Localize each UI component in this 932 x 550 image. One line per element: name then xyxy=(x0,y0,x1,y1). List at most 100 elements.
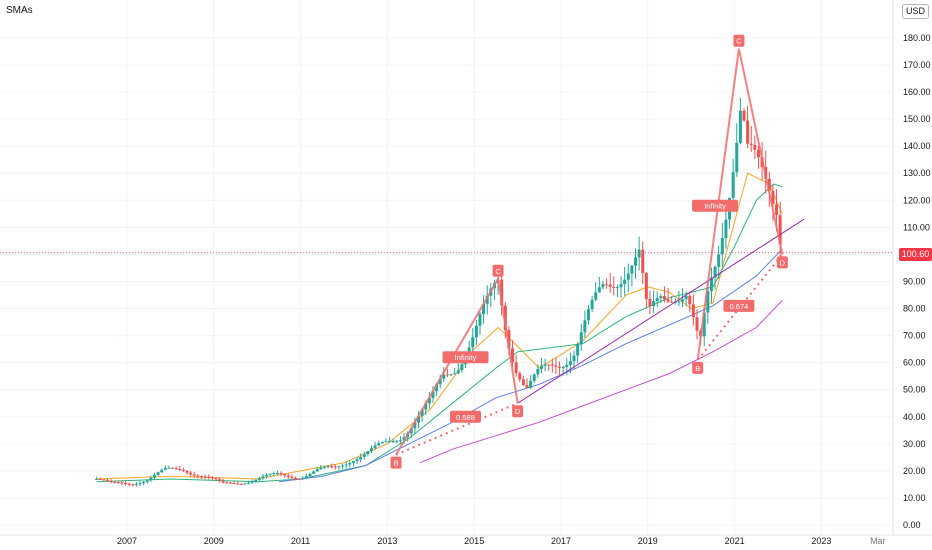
candle-body xyxy=(456,370,460,374)
candle-body xyxy=(315,469,319,472)
y-tick-label: 150.00 xyxy=(903,114,931,124)
candle-body xyxy=(272,473,276,475)
candle-body xyxy=(279,473,283,475)
y-tick-label: 110.00 xyxy=(903,222,930,232)
candle-body xyxy=(438,378,442,385)
candle-body xyxy=(529,380,533,388)
candle-body xyxy=(189,472,193,475)
candle-body xyxy=(109,481,113,483)
candle-body xyxy=(174,468,178,470)
currency-button[interactable]: USD xyxy=(902,4,930,19)
candle-body xyxy=(579,332,583,345)
sma-line-mid xyxy=(96,183,783,483)
candle-body xyxy=(514,362,518,374)
candle-body xyxy=(460,364,464,371)
candle-body xyxy=(344,464,348,466)
candle-body xyxy=(156,472,160,475)
candle-body xyxy=(228,482,232,484)
candle-body xyxy=(702,312,706,337)
candle-body xyxy=(767,178,771,192)
candle-body xyxy=(717,254,721,267)
candle-body xyxy=(482,303,486,315)
candle-body xyxy=(207,476,211,478)
candle-body xyxy=(348,463,352,465)
candle-body xyxy=(756,149,760,158)
candle-body xyxy=(742,110,746,121)
price-axis[interactable]: 0.00 10.00 20.00 30.00 40.00 50.00 60.00 70.00 8… xyxy=(903,33,931,530)
y-tick-label: 70.00 xyxy=(903,331,926,341)
candle-body xyxy=(644,272,648,299)
candle-body xyxy=(116,481,120,483)
candle-body xyxy=(572,355,576,362)
candle-body xyxy=(554,365,558,367)
candle-body xyxy=(630,265,634,274)
candle-body xyxy=(192,474,196,476)
grid-lines xyxy=(0,0,893,535)
candle-body xyxy=(507,330,511,349)
candle-body xyxy=(120,482,124,484)
candle-body xyxy=(605,284,609,286)
candle-body xyxy=(688,295,692,305)
candle-body xyxy=(442,374,446,379)
candle-body xyxy=(333,466,337,468)
candle-body xyxy=(232,483,236,485)
candle-body xyxy=(145,480,149,482)
candle-body xyxy=(160,469,164,473)
candle-body xyxy=(243,483,247,485)
candle-body xyxy=(641,249,645,273)
candle-body xyxy=(500,279,504,306)
candle-body xyxy=(608,284,612,287)
candle-body xyxy=(409,428,413,434)
candle-body xyxy=(420,409,424,417)
candle-body xyxy=(283,473,287,476)
candle-body xyxy=(268,473,272,475)
y-tick-label: 10.00 xyxy=(903,493,926,503)
candle-body xyxy=(746,120,750,144)
candle-body xyxy=(369,448,373,452)
candle-body xyxy=(619,283,623,288)
candle-body xyxy=(435,384,439,392)
time-axis[interactable]: 2007 2009 2011 2013 2015 2017 2019 2021 2023 Mar xyxy=(117,536,886,546)
candle-body xyxy=(521,379,525,386)
candle-body xyxy=(648,298,652,306)
y-tick-label: 30.00 xyxy=(903,439,926,449)
candle-body xyxy=(503,305,507,331)
candle-body xyxy=(297,478,301,480)
candle-body xyxy=(290,476,294,479)
candle-body xyxy=(308,473,312,477)
y-tick-label: 80.00 xyxy=(903,304,926,314)
candle-body xyxy=(134,483,138,485)
pattern-1-ratio-label: 0.588 xyxy=(456,413,475,422)
candle-body xyxy=(322,466,326,468)
candle-body xyxy=(257,478,261,480)
candle-body xyxy=(275,473,279,475)
candle-body xyxy=(395,440,399,442)
candle-body xyxy=(362,454,366,457)
candle-body xyxy=(113,481,117,483)
candle-body xyxy=(380,441,384,444)
candle-body xyxy=(561,366,565,368)
candle-body xyxy=(539,365,543,369)
candle-body xyxy=(590,299,594,310)
candle-body xyxy=(471,337,475,348)
candle-body xyxy=(652,301,656,306)
candle-body xyxy=(294,478,298,480)
candle-body xyxy=(181,469,185,471)
pattern-2-point-b-box xyxy=(692,361,704,374)
candle-body xyxy=(105,480,109,482)
candle-body xyxy=(724,219,728,239)
candle-body xyxy=(167,467,171,469)
x-tick-label: 2021 xyxy=(725,536,745,546)
candle-body xyxy=(713,266,717,278)
pattern-2-ext-label-box xyxy=(692,199,739,212)
candle-body xyxy=(424,403,428,410)
candle-body xyxy=(210,477,214,479)
candle-body xyxy=(203,476,207,478)
candle-body xyxy=(626,273,630,280)
candle-body xyxy=(594,292,598,300)
pattern-2-legs xyxy=(696,48,784,361)
candle-body xyxy=(351,461,355,464)
x-tick-label: 2011 xyxy=(291,536,310,546)
candle-body xyxy=(127,483,131,485)
